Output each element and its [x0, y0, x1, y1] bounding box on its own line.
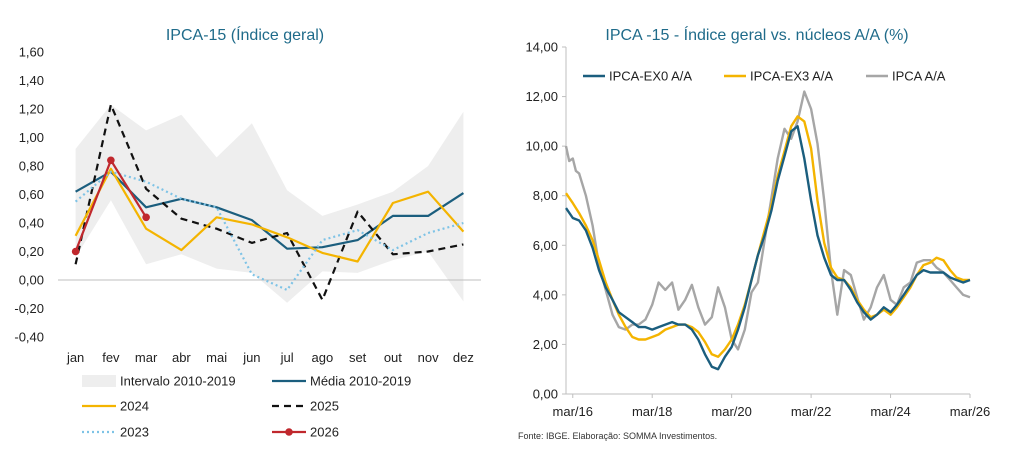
- point-2026-jan: [71, 247, 80, 256]
- legend-label: 2025: [310, 399, 339, 414]
- point-2026-mar: [142, 213, 150, 222]
- legend-label: Média 2010-2019: [310, 374, 411, 389]
- y-tick-label: 14,00: [525, 40, 558, 55]
- x-tick-label: mar/16: [553, 404, 593, 419]
- legend-swatch-band: [82, 375, 116, 387]
- legend-label: Intervalo 2010-2019: [120, 374, 236, 389]
- y-tick-label: 0,00: [19, 273, 44, 288]
- y-tick-label: 8,00: [533, 188, 558, 203]
- band-layer: [75, 104, 464, 303]
- y-tick-label: 0,80: [19, 159, 44, 174]
- right-axes: [562, 46, 971, 398]
- left-x-axis: jan fev mar abr mai jun jul ago set out nov dez: [66, 350, 474, 365]
- x-tick-label: out: [384, 350, 402, 365]
- legend-label: IPCA-EX0 A/A: [609, 69, 692, 84]
- left-y-axis: -0,40 -0,20 0,00 0,20 0,40 0,60 0,80 1,00 1,20 1,…: [14, 45, 44, 345]
- x-tick-label: set: [349, 350, 367, 365]
- y-tick-label: 4,00: [533, 287, 558, 302]
- ipca15-monthly-chart: IPCA-15 (Índice geral) -0,40 -0,20 0,00 0,2…: [14, 25, 481, 440]
- y-tick-label: 0,20: [19, 244, 44, 259]
- legend-label: 2024: [120, 399, 149, 414]
- series-m-dia-2010-2019: [75, 170, 464, 250]
- series-2023: [74, 170, 464, 292]
- x-tick-label: mar/22: [791, 404, 831, 419]
- x-tick-label: mar/24: [870, 404, 910, 419]
- legend-label: 2026: [310, 425, 339, 440]
- right-series-layer: [564, 90, 971, 371]
- y-tick-label: 0,60: [19, 187, 44, 202]
- band-interval-2010-2019: [75, 104, 464, 303]
- right-x-axis: mar/16 mar/18 mar/20 mar/22 mar/24 mar/26: [553, 404, 991, 419]
- y-tick-label: 0,00: [533, 387, 558, 402]
- point-2026-fev: [107, 156, 115, 165]
- x-tick-label: mar/20: [711, 404, 751, 419]
- x-tick-label: jul: [280, 350, 294, 365]
- legend-label: 2023: [120, 425, 149, 440]
- x-tick-label: dez: [453, 350, 474, 365]
- y-tick-label: 1,40: [19, 73, 44, 88]
- y-tick-label: 10,00: [525, 139, 558, 154]
- y-tick-label: 12,00: [525, 89, 558, 104]
- series-ipca-ex3-a-a: [565, 115, 970, 358]
- legend-label: IPCA-EX3 A/A: [750, 69, 833, 84]
- x-tick-label: jun: [242, 350, 260, 365]
- y-tick-label: 2,00: [533, 337, 558, 352]
- series-ipca-a-a: [564, 90, 971, 351]
- right-legend: IPCA-EX0 A/A IPCA-EX3 A/A IPCA A/A: [583, 69, 946, 84]
- y-tick-label: -0,40: [14, 330, 44, 345]
- y-tick-label: 1,00: [19, 130, 44, 145]
- y-tick-label: 1,20: [19, 102, 44, 117]
- series-layer: [71, 103, 465, 301]
- x-tick-label: ago: [312, 350, 334, 365]
- x-tick-label: mar/18: [632, 404, 672, 419]
- x-tick-label: mar/26: [950, 404, 990, 419]
- x-tick-label: abr: [172, 350, 191, 365]
- series-ipca-ex0-a-a: [565, 125, 971, 371]
- legend-label: IPCA A/A: [892, 69, 946, 84]
- y-tick-label: 6,00: [533, 238, 558, 253]
- legend-marker-2026: [285, 428, 293, 436]
- x-tick-label: fev: [102, 350, 120, 365]
- y-tick-label: 1,60: [19, 45, 44, 60]
- ipca15-vs-cores-chart: IPCA -15 - Índice geral vs. núcleos A/A …: [518, 25, 990, 441]
- right-y-axis: 0,00 2,00 4,00 6,00 8,00 10,00 12,00 14,00: [525, 40, 558, 402]
- series-2024: [74, 167, 465, 263]
- x-tick-label: mar: [135, 350, 158, 365]
- x-tick-label: nov: [418, 350, 439, 365]
- x-tick-label: jan: [66, 350, 84, 365]
- left-chart-title: IPCA-15 (Índice geral): [166, 25, 324, 44]
- right-chart-title: IPCA -15 - Índice geral vs. núcleos A/A …: [605, 25, 908, 44]
- y-tick-label: 0,40: [19, 216, 44, 231]
- left-legend: Intervalo 2010-2019 Média 2010-2019 2024 20…: [82, 374, 411, 440]
- x-tick-label: mai: [206, 350, 227, 365]
- source-note: Fonte: IBGE. Elaboração: SOMMA Investime…: [518, 431, 717, 441]
- y-tick-label: -0,20: [14, 301, 44, 316]
